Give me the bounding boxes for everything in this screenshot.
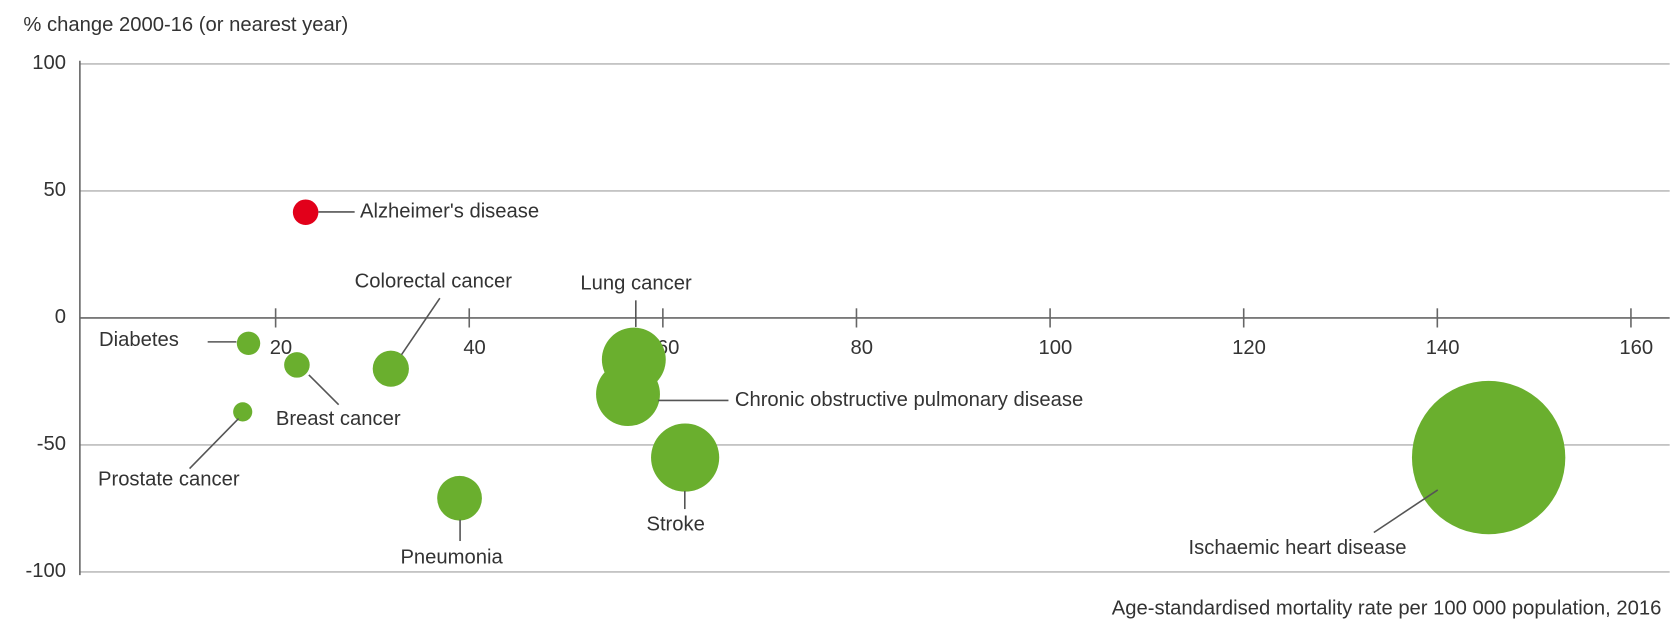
bubble-label: Pneumonia [400, 546, 503, 568]
bubble [437, 475, 482, 521]
leader-line [308, 374, 340, 406]
plot: % change 2000-16 (or nearest year) Age-s… [23, 14, 1670, 620]
bubble-label: Alzheimer's disease [360, 200, 539, 222]
x-tick-label: 120 [1232, 337, 1266, 359]
bubble-label: Lung cancer [580, 273, 692, 295]
y-axis-title: % change 2000-16 (or nearest year) [23, 14, 348, 36]
bubble [236, 331, 261, 356]
x-tick-label: 160 [1619, 337, 1653, 359]
x-tick-label: 140 [1426, 337, 1460, 359]
x-tick-label: 40 [463, 337, 486, 359]
bubble-label: Diabetes [99, 329, 179, 351]
y-tick-label: 0 [55, 306, 66, 328]
y-tick-label: 50 [44, 179, 67, 201]
x-axis-title: Age-standardised mortality rate per 100 … [1112, 598, 1662, 620]
bubble [1411, 380, 1566, 535]
y-tick-label: -100 [26, 560, 66, 582]
bubble [284, 352, 310, 378]
bubble [292, 199, 319, 226]
bubble-label: Chronic obstructive pulmonary disease [735, 389, 1083, 411]
x-tick-label: 80 [851, 337, 874, 359]
bubble [651, 423, 720, 492]
bubble-label: Stroke [646, 513, 704, 535]
bubble-label: Colorectal cancer [355, 271, 513, 293]
y-tick-label: -50 [37, 433, 66, 455]
bubble [596, 362, 660, 427]
leader-line [1373, 489, 1439, 534]
bubble-label: Ischaemic heart disease [1189, 537, 1407, 559]
bubble-label: Prostate cancer [98, 469, 240, 491]
x-tick-label: 100 [1039, 337, 1073, 359]
y-tick-label: 100 [32, 52, 66, 74]
bubble [233, 402, 253, 422]
x-tick-label: 20 [270, 337, 293, 359]
bubble [372, 350, 409, 387]
bubble-label: Breast cancer [276, 408, 401, 430]
leader-line [400, 297, 441, 356]
leader-line [188, 417, 240, 470]
